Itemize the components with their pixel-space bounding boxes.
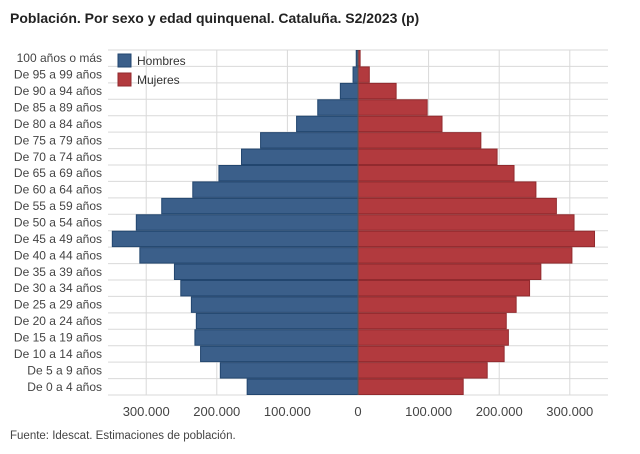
x-tick-label: 200.000 bbox=[476, 404, 523, 419]
category-label: De 50 a 54 años bbox=[14, 216, 102, 230]
category-label: De 55 a 59 años bbox=[14, 199, 102, 213]
legend-label-hombres: Hombres bbox=[137, 54, 186, 68]
x-tick-label: 300.000 bbox=[123, 404, 170, 419]
bar-hombres bbox=[260, 132, 359, 149]
bar-mujeres bbox=[357, 230, 596, 248]
category-label: De 15 a 19 años bbox=[14, 331, 102, 345]
bar-mujeres bbox=[357, 378, 464, 396]
bar-mujeres bbox=[357, 296, 517, 313]
chart-title: Población. Por sexo y edad quinquenal. C… bbox=[10, 10, 420, 26]
category-label: De 40 a 44 años bbox=[14, 248, 102, 262]
bar-hombres bbox=[190, 296, 359, 313]
category-label: De 10 a 14 años bbox=[14, 347, 102, 361]
bar-mujeres bbox=[357, 214, 575, 231]
category-label: De 60 a 64 años bbox=[14, 183, 102, 197]
bar-hombres bbox=[139, 247, 359, 264]
bar-mujeres bbox=[357, 345, 505, 363]
bar-mujeres bbox=[357, 82, 397, 100]
bar-mujeres bbox=[357, 181, 537, 198]
bar-hombres bbox=[194, 329, 359, 346]
category-label: 100 años o más bbox=[17, 51, 102, 65]
category-label: De 45 a 49 años bbox=[14, 232, 102, 246]
bar-hombres bbox=[195, 312, 359, 330]
bar-mujeres bbox=[357, 280, 531, 297]
legend-label-mujeres: Mujeres bbox=[137, 73, 180, 87]
source-note: Fuente: Idescat. Estimaciones de poblaci… bbox=[10, 430, 236, 442]
category-label: De 5 a 9 años bbox=[27, 363, 102, 377]
legend-swatch-hombres bbox=[117, 53, 132, 68]
bar-mujeres bbox=[357, 148, 498, 165]
bar-hombres bbox=[161, 197, 359, 215]
bar-mujeres bbox=[357, 362, 488, 379]
x-tick-label: 300.000 bbox=[546, 404, 593, 419]
category-label: De 95 a 99 años bbox=[14, 68, 102, 82]
bar-mujeres bbox=[357, 247, 573, 264]
x-tick-label: 100.000 bbox=[405, 404, 452, 419]
category-label: De 90 a 94 años bbox=[14, 84, 102, 98]
bar-hombres bbox=[241, 148, 359, 165]
category-label: De 80 a 84 años bbox=[14, 117, 102, 131]
bar-hombres bbox=[218, 165, 359, 182]
bar-hombres bbox=[246, 378, 359, 396]
bar-hombres bbox=[135, 214, 359, 231]
legend-swatch-mujeres bbox=[117, 72, 132, 87]
bar-hombres bbox=[200, 345, 359, 363]
bar-mujeres bbox=[357, 263, 542, 281]
category-label: De 35 a 39 años bbox=[14, 265, 102, 279]
bar-mujeres bbox=[357, 66, 370, 83]
category-label: De 0 a 4 años bbox=[27, 380, 102, 394]
bar-hombres bbox=[219, 362, 359, 379]
bar-hombres bbox=[173, 263, 359, 281]
bar-hombres bbox=[352, 66, 359, 83]
bar-mujeres bbox=[357, 132, 482, 149]
x-tick-label: 200.000 bbox=[193, 404, 240, 419]
x-tick-label: 100.000 bbox=[264, 404, 311, 419]
category-label: De 65 a 69 años bbox=[14, 166, 102, 180]
bar-hombres bbox=[111, 230, 359, 248]
bar-mujeres bbox=[357, 115, 443, 133]
bar-hombres bbox=[296, 115, 359, 133]
category-label: De 75 a 79 años bbox=[14, 133, 102, 147]
category-label: De 85 a 89 años bbox=[14, 101, 102, 115]
bar-hombres bbox=[317, 99, 359, 116]
bar-mujeres bbox=[357, 165, 515, 182]
category-label: De 30 a 34 años bbox=[14, 281, 102, 295]
category-label: De 70 a 74 años bbox=[14, 150, 102, 164]
x-tick-label: 0 bbox=[354, 404, 361, 419]
category-label: De 20 a 24 años bbox=[14, 314, 102, 328]
bar-hombres bbox=[339, 82, 359, 100]
bar-mujeres bbox=[357, 99, 428, 116]
bar-hombres bbox=[180, 280, 359, 297]
bar-mujeres bbox=[357, 329, 509, 346]
bar-mujeres bbox=[357, 312, 507, 330]
bar-mujeres bbox=[357, 197, 557, 215]
category-label: De 25 a 29 años bbox=[14, 298, 102, 312]
bar-hombres bbox=[192, 181, 359, 198]
